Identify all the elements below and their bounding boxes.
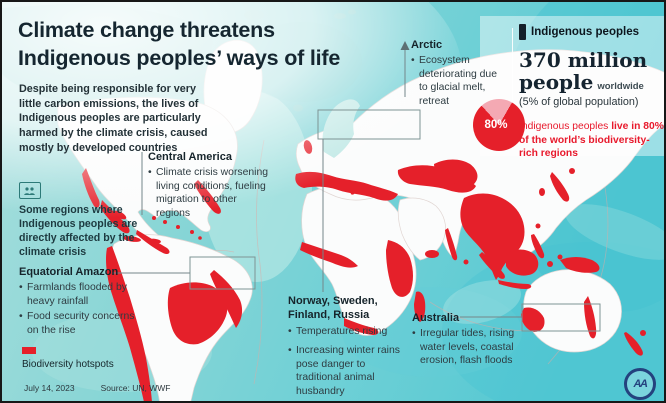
stats-panel: Indigenous peoples 370 million people wor… [519, 24, 664, 161]
callout-arctic: Arctic Ecosystem deteriorating due to gl… [411, 38, 507, 108]
callout-title: Australia [412, 312, 460, 324]
title-fade-overlay [2, 2, 462, 227]
arrow-up-icon [400, 41, 410, 50]
title-line2: Indigenous peoples’ ways of life [18, 46, 341, 71]
stats-panel-header: Indigenous peoples [519, 24, 664, 40]
map-note: Some regions where Indigenous peoples ar… [19, 182, 147, 260]
callout-title: Central America [148, 151, 232, 163]
pie-chart-80-percent: 80% [473, 99, 525, 151]
map-legend: Biodiversity hotspots [22, 347, 114, 370]
callout-central-america: Central America Climate crisis worsening… [148, 150, 270, 220]
footer: July 14, 2023 Source: UN, WWF [24, 383, 170, 393]
callout-bullet: Food security concerns on the rise [19, 310, 135, 337]
callout-bullet: Temperatures rising [288, 325, 408, 339]
fact-bold: live in 80% of the world’s biodiversity-… [519, 121, 664, 160]
callout-title: Arctic [411, 39, 443, 51]
intro-paragraph: Despite being responsible for very littl… [19, 83, 208, 154]
footer-source: Source: UN, WWF [100, 383, 171, 393]
callout-bullet: Increasing winter rains pose danger to t… [288, 344, 408, 398]
page-title: Climate change threatens Indigenous peop… [18, 16, 348, 73]
map-note-text: Some regions where Indigenous peoples ar… [19, 204, 138, 258]
stat-subtext: (5% of global population) [519, 96, 639, 108]
stat-number: 370 million [519, 48, 648, 72]
stat-fact: Indigenous peoples live in 80% of the wo… [519, 120, 664, 161]
anadolu-agency-logo: AA [624, 368, 656, 400]
callout-title: Norway, Sweden, Finland, Russia [288, 295, 378, 322]
pie-label: 80% [484, 119, 508, 131]
hotspot-swatch-icon [22, 347, 36, 354]
callout-bullet: Irregular tides, rising water levels, co… [412, 327, 542, 368]
footer-date: July 14, 2023 [24, 383, 75, 393]
panel-divider [512, 28, 513, 150]
callout-equatorial-amazon: Equatorial Amazon Farmlands flooded by h… [19, 265, 135, 337]
fact-plain: Indigenous peoples [519, 121, 612, 132]
callout-title: Equatorial Amazon [19, 266, 119, 278]
stat-number-line2: people [519, 70, 594, 94]
black-bar-icon [519, 24, 526, 40]
stat-suffix: worldwide [597, 81, 644, 92]
callout-bullet: Ecosystem deteriorating due to glacial m… [411, 54, 507, 108]
title-line1: Climate change threatens [18, 18, 275, 42]
leader-lines [112, 50, 522, 318]
stat-big-number: 370 million people worldwide [519, 48, 664, 94]
callout-bullet: Climate crisis worsening living conditio… [148, 166, 270, 220]
logo-text: AA [633, 378, 648, 390]
callout-australia: Australia Irregular tides, rising water … [412, 311, 542, 368]
callout-norway-sweden-finland-russia: Norway, Sweden, Finland, Russia Temperat… [288, 294, 408, 398]
legend-label: Biodiversity hotspots [22, 359, 114, 370]
stats-panel-title: Indigenous peoples [531, 26, 639, 38]
people-affected-icon [19, 182, 41, 199]
callout-bullet: Farmlands flooded by heavy rainfall [19, 281, 135, 308]
